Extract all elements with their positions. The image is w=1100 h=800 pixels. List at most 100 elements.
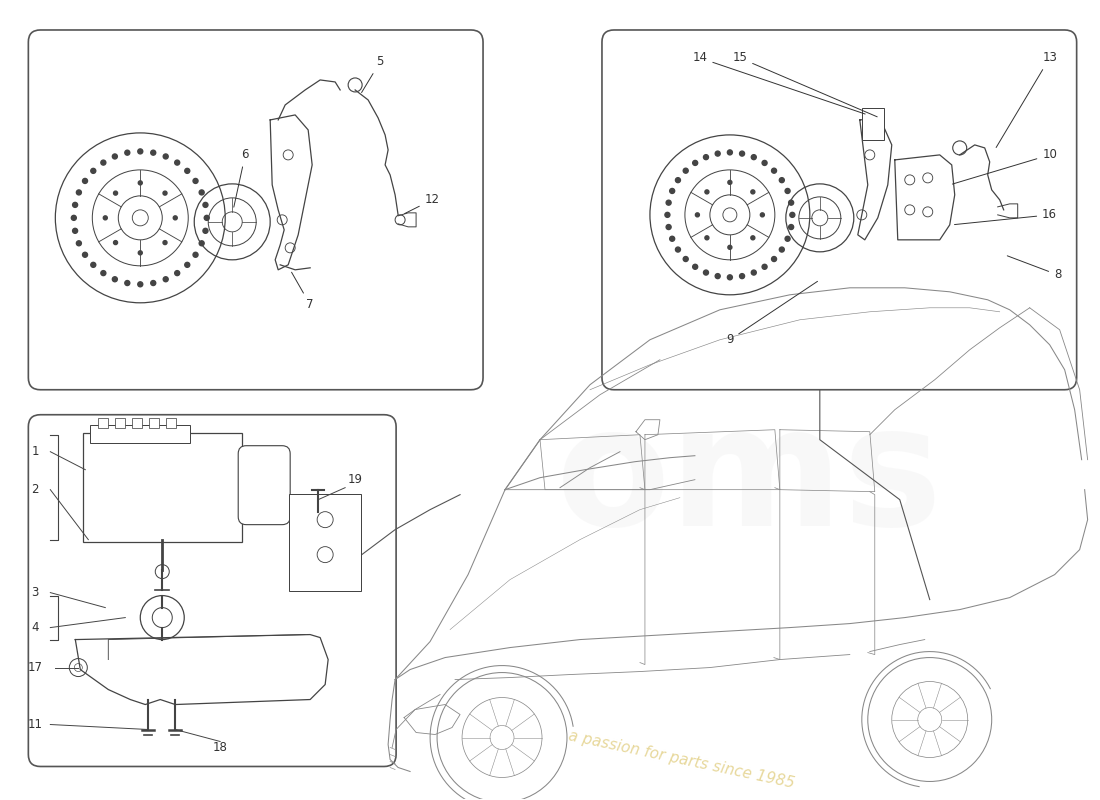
Circle shape	[771, 257, 777, 262]
Circle shape	[82, 178, 88, 183]
Text: 11: 11	[28, 718, 43, 731]
Circle shape	[124, 281, 130, 286]
FancyBboxPatch shape	[132, 418, 142, 428]
Circle shape	[204, 202, 208, 207]
Text: oms: oms	[557, 398, 944, 561]
Circle shape	[705, 190, 708, 194]
Circle shape	[751, 270, 757, 275]
Circle shape	[192, 178, 198, 183]
FancyBboxPatch shape	[98, 418, 108, 428]
Circle shape	[101, 160, 106, 165]
Circle shape	[174, 216, 177, 220]
Circle shape	[163, 241, 167, 245]
Circle shape	[103, 216, 108, 220]
Circle shape	[199, 241, 205, 246]
Circle shape	[139, 251, 142, 255]
Circle shape	[667, 225, 671, 230]
Circle shape	[739, 274, 745, 278]
Text: 6: 6	[234, 148, 249, 207]
FancyBboxPatch shape	[150, 418, 160, 428]
Circle shape	[695, 213, 700, 217]
Text: 10: 10	[953, 148, 1057, 184]
Circle shape	[82, 252, 88, 258]
Circle shape	[779, 247, 784, 252]
Circle shape	[789, 225, 793, 230]
FancyBboxPatch shape	[84, 433, 242, 542]
Text: 16: 16	[955, 208, 1057, 225]
Circle shape	[185, 168, 190, 174]
Circle shape	[101, 270, 106, 276]
Text: 3: 3	[32, 586, 39, 599]
Circle shape	[705, 236, 708, 240]
Circle shape	[683, 257, 689, 262]
Text: 17: 17	[28, 661, 43, 674]
Circle shape	[185, 262, 190, 267]
Circle shape	[76, 190, 81, 195]
Circle shape	[113, 241, 118, 245]
FancyBboxPatch shape	[602, 30, 1077, 390]
FancyBboxPatch shape	[29, 30, 483, 390]
Circle shape	[728, 180, 732, 184]
Circle shape	[675, 247, 681, 252]
Circle shape	[760, 213, 764, 217]
Circle shape	[199, 190, 205, 195]
Text: 13: 13	[997, 51, 1057, 147]
Circle shape	[762, 264, 767, 270]
Circle shape	[704, 270, 708, 275]
Circle shape	[139, 181, 142, 185]
Circle shape	[163, 154, 168, 159]
Circle shape	[751, 236, 755, 240]
Circle shape	[693, 264, 697, 270]
Circle shape	[785, 189, 790, 194]
Text: 5: 5	[362, 55, 384, 93]
Circle shape	[751, 154, 757, 160]
Text: 9: 9	[726, 282, 817, 346]
Circle shape	[112, 277, 118, 282]
Text: 8: 8	[1008, 256, 1062, 282]
FancyBboxPatch shape	[239, 446, 290, 525]
Text: 7: 7	[292, 272, 313, 311]
Circle shape	[91, 168, 96, 174]
Circle shape	[124, 150, 130, 155]
Circle shape	[670, 189, 674, 194]
Circle shape	[204, 228, 208, 234]
Circle shape	[138, 149, 143, 154]
Circle shape	[683, 168, 689, 173]
Circle shape	[205, 215, 209, 220]
Circle shape	[670, 236, 674, 242]
Circle shape	[704, 154, 708, 160]
FancyBboxPatch shape	[289, 494, 361, 590]
Circle shape	[728, 246, 732, 250]
Circle shape	[762, 161, 767, 166]
Text: 12: 12	[405, 194, 440, 214]
Circle shape	[727, 275, 733, 280]
Circle shape	[151, 150, 156, 155]
Circle shape	[113, 191, 118, 195]
Circle shape	[192, 252, 198, 258]
Circle shape	[151, 281, 156, 286]
Circle shape	[675, 178, 681, 182]
Circle shape	[785, 236, 790, 242]
Text: 4: 4	[32, 621, 40, 634]
Circle shape	[73, 202, 78, 207]
Circle shape	[751, 190, 755, 194]
Circle shape	[163, 277, 168, 282]
FancyBboxPatch shape	[166, 418, 176, 428]
Circle shape	[138, 282, 143, 287]
Circle shape	[76, 241, 81, 246]
Circle shape	[163, 191, 167, 195]
Circle shape	[91, 262, 96, 267]
Text: 2: 2	[32, 483, 40, 496]
Text: 14: 14	[692, 51, 866, 114]
Circle shape	[72, 215, 76, 220]
Circle shape	[693, 161, 697, 166]
Circle shape	[771, 168, 777, 173]
Circle shape	[664, 212, 670, 218]
FancyBboxPatch shape	[90, 425, 190, 442]
Circle shape	[790, 212, 795, 218]
Circle shape	[667, 200, 671, 205]
FancyBboxPatch shape	[116, 418, 125, 428]
FancyBboxPatch shape	[29, 414, 396, 766]
Circle shape	[779, 178, 784, 182]
Circle shape	[73, 228, 78, 234]
